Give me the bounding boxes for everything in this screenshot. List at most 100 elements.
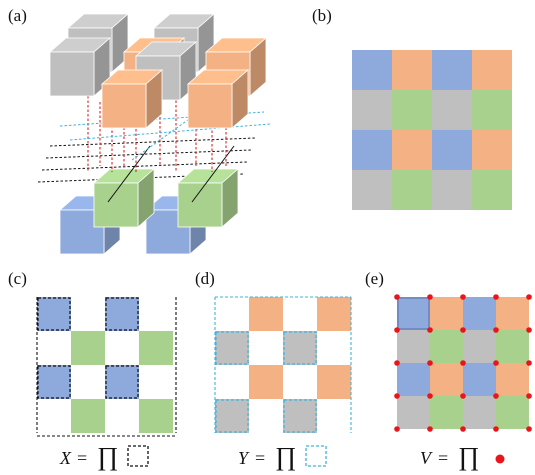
- lattice-cell-blue: [432, 130, 472, 170]
- vertex-dot: [427, 294, 433, 300]
- cube-front: [49, 51, 95, 97]
- vertex-dot: [493, 294, 499, 300]
- lattice-cell-orange: [472, 50, 512, 90]
- lattice-cell-orange: [472, 130, 512, 170]
- equation-y-variable: Y: [238, 448, 250, 468]
- panel-label-b: (b): [312, 6, 332, 25]
- lattice-cell-blue: [463, 363, 496, 396]
- lattice-cell-blue: [397, 363, 430, 396]
- dashed-border: [37, 365, 71, 399]
- lattice-cell-gray: [432, 90, 472, 130]
- equation-v: V = ∏: [420, 442, 505, 471]
- panel-c-x-sublattice: [36, 297, 177, 437]
- vertex-dot: [427, 327, 433, 333]
- cube-orange: [100, 69, 164, 129]
- lattice-cell-green: [496, 396, 529, 429]
- cube-front: [101, 83, 147, 129]
- lattice-cell-blue: [432, 50, 472, 90]
- lattice-cell-gray: [432, 170, 472, 210]
- cube-front: [177, 182, 223, 228]
- lattice-cell-orange: [430, 297, 463, 330]
- vertex-dot: [460, 360, 466, 366]
- vertex-dot: [460, 393, 466, 399]
- vertex-dot: [493, 426, 499, 432]
- cell-blue: [37, 365, 71, 399]
- vertex-dot: [427, 393, 433, 399]
- panel-e-vertex-lattice: [394, 294, 532, 432]
- lattice-cell-orange: [430, 363, 463, 396]
- lattice-cell-gray: [397, 330, 430, 363]
- cube-green: [92, 168, 156, 228]
- lattice-cell-orange: [392, 50, 432, 90]
- cell-green: [71, 399, 105, 433]
- cell-green: [71, 331, 105, 365]
- lattice-cell-green: [430, 330, 463, 363]
- cube-green: [176, 168, 240, 228]
- diagonal-line: [191, 145, 235, 203]
- cube-orange: [186, 69, 250, 129]
- cell-orange: [317, 297, 351, 331]
- vertex-dot: [526, 327, 532, 333]
- lattice-cell-green: [430, 396, 463, 429]
- cell-gray: [215, 399, 249, 433]
- cell-blue: [105, 365, 139, 399]
- cell-green: [139, 399, 173, 433]
- lattice-cell-gray: [463, 330, 496, 363]
- cyan-dashed-line: [69, 123, 271, 141]
- vertex-dot: [427, 426, 433, 432]
- cell-gray: [283, 331, 317, 365]
- lattice-cell-blue: [352, 130, 392, 170]
- lattice-cell-blue: [397, 297, 430, 330]
- panel-a-3d-lattice: [37, 13, 271, 255]
- vertex-dot: [493, 327, 499, 333]
- lattice-cell-gray: [352, 170, 392, 210]
- lattice-cell-green: [472, 90, 512, 130]
- vertex-dot: [394, 360, 400, 366]
- cube-front: [145, 209, 191, 255]
- lattice-cell-green: [392, 90, 432, 130]
- dashed-border: [215, 399, 249, 433]
- lattice-cell-orange: [496, 297, 529, 330]
- lattice-cell-green: [496, 330, 529, 363]
- panel-label-d: (d): [195, 269, 215, 288]
- vertex-dot: [526, 360, 532, 366]
- diagonal-line: [107, 145, 151, 203]
- lattice-cell-blue: [463, 297, 496, 330]
- dashed-border: [283, 331, 317, 365]
- dashed-grid-line: [45, 149, 252, 159]
- lattice-cell-orange: [496, 363, 529, 396]
- vertex-dot: [427, 360, 433, 366]
- equation-x-product: ∏: [97, 442, 118, 471]
- equation-v-equals: =: [438, 448, 448, 468]
- red-dot-icon: [495, 454, 505, 464]
- vertex-dot: [460, 426, 466, 432]
- lattice-cell-gray: [463, 396, 496, 429]
- equation-x-equals: =: [77, 448, 87, 468]
- cell-orange: [249, 297, 283, 331]
- panel-label-c: (c): [8, 269, 27, 288]
- cell-orange: [317, 365, 351, 399]
- lattice-cell-gray: [397, 396, 430, 429]
- vertex-dot: [526, 294, 532, 300]
- dashed-border: [37, 297, 71, 331]
- vertex-dot: [394, 426, 400, 432]
- equation-y-equals: =: [255, 448, 265, 468]
- panel-d-y-sublattice: [214, 296, 352, 433]
- vertex-dot: [460, 327, 466, 333]
- equation-x-variable: X: [59, 448, 72, 468]
- equation-y-product: ∏: [275, 442, 296, 471]
- cube-front: [187, 83, 233, 129]
- cell-gray: [215, 331, 249, 365]
- vertex-dot: [460, 294, 466, 300]
- vertex-dot: [394, 393, 400, 399]
- cell-blue: [37, 297, 71, 331]
- equation-v-variable: V: [420, 448, 433, 468]
- dashed-border: [283, 399, 317, 433]
- lattice-cell-green: [392, 170, 432, 210]
- dashed-border: [105, 297, 139, 331]
- vertex-dot: [394, 294, 400, 300]
- lattice-cell-gray: [352, 90, 392, 130]
- highlight-border: [397, 297, 430, 330]
- panel-label-a: (a): [8, 6, 27, 25]
